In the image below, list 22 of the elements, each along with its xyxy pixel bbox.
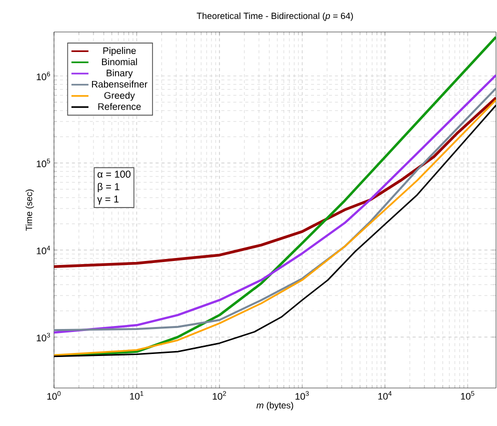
x-axis-title: m (bytes) [256, 402, 294, 410]
x-tick-label: 10$^{1}$ [130, 391, 144, 400]
legend-label: Pipeline [103, 47, 136, 56]
y-tick-label: 10$^{4}$ [36, 246, 50, 254]
annotation: γ = 1 [97, 196, 119, 205]
legend-label: Rabenseifner [92, 80, 148, 88]
x-tick-label: 10$^{5}$ [461, 391, 474, 400]
y-tick-label: 10$^{3}$ [36, 332, 50, 342]
x-tick-label: 10$^{2}$ [212, 391, 226, 400]
legend-label: Binomial [102, 58, 137, 66]
y-tick-label: 10$^{6}$ [36, 72, 50, 80]
x-tick-label: 10$^{0}$ [47, 391, 61, 400]
y-axis-title: Time (sec) [26, 190, 34, 231]
x-tick-label: 10$^{4}$ [378, 391, 392, 400]
legend-label: Greedy [104, 92, 135, 101]
annotation: β = 1 [98, 182, 120, 192]
legend-label: Binary [106, 69, 133, 78]
x-tick-label: 10$^{3}$ [296, 391, 309, 400]
legend-label: Reference [98, 103, 141, 110]
y-tick-label: 10$^{5}$ [36, 158, 50, 168]
chart-title: Theoretical Time - Bidirectional (p = 64) [196, 12, 353, 21]
annotation: α = 100 [98, 170, 131, 178]
